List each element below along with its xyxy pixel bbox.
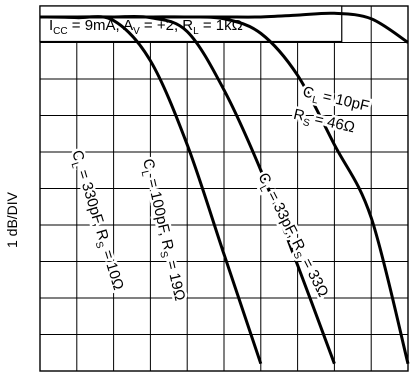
chart-title: ICC = 9mA, AV = +2, RL = 1kΩ — [49, 17, 243, 37]
series-label-part: = 10pF — [317, 87, 371, 115]
series-label-part: = 330pF, R — [73, 164, 112, 243]
y-axis-label: 1 dB/DIV — [4, 191, 20, 248]
title-icc-subscript: CC — [53, 26, 67, 37]
series-curves — [39, 11, 410, 365]
series-label-text: RS = 46Ω — [291, 106, 356, 140]
series-label-text: CL = 330pF, RS = 10Ω — [65, 148, 127, 293]
series-label-0: CL = 330pF, RS = 10Ω — [65, 146, 130, 295]
series-label-text: CL = 100pF, RS = 19Ω — [136, 157, 188, 303]
series-label-1: CL = 100pF, RS = 19Ω — [136, 155, 191, 305]
series-label-part: = 10Ω — [97, 244, 126, 292]
title-rl-subscript: L — [193, 26, 199, 37]
title-av-subscript: V — [133, 26, 140, 37]
chart-grid — [39, 5, 409, 372]
series-label-part: = 100pF, R — [143, 173, 177, 252]
series-line-3 — [40, 11, 409, 44]
title-av-value: = +2, R — [140, 17, 194, 34]
series-label-part: = 33pF, R — [262, 185, 308, 254]
title-icc-symbol: I — [49, 17, 53, 34]
series-label-2: CL = 33pF, RS = 33Ω — [252, 168, 334, 303]
series-label-part: = 46Ω — [309, 110, 357, 137]
series-label-text: CL = 33pF, RS = 33Ω — [252, 170, 332, 301]
